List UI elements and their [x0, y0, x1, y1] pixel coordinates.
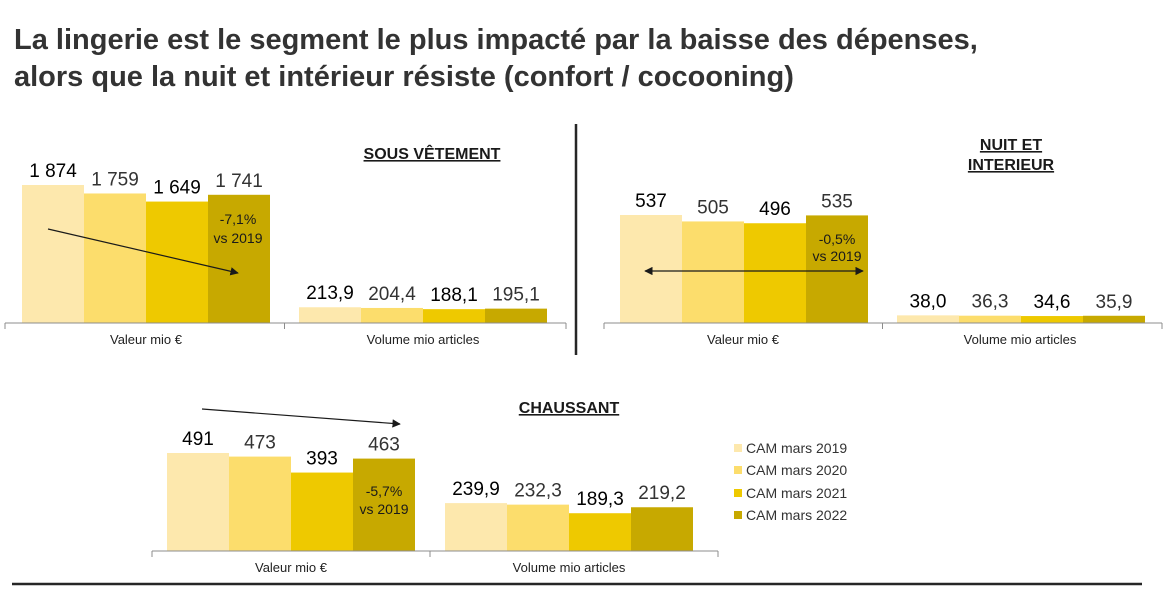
chaussant-trend-arrow: [201, 408, 401, 428]
chaussant-value-label-0-3: 463: [368, 435, 400, 456]
page-title: La lingerie est le segment le plus impac…: [14, 22, 1154, 96]
sous-vetement-category-label-1: Volume mio articles: [367, 332, 480, 347]
chaussant-bar-1-3: [631, 507, 693, 551]
chaussant-title: CHAUSSANT: [519, 400, 620, 417]
chaussant-bar-1-2: [569, 513, 631, 551]
legend-item-2020: CAM mars 2020: [734, 459, 847, 481]
nuit-interieur-bar-1-3: [1083, 315, 1145, 323]
chaussant-bar-1-1: [507, 504, 569, 551]
chaussant-bar-0-2: [291, 472, 353, 551]
nuit-interieur-title-line-1: NUIT ET: [980, 137, 1042, 154]
nuit-interieur-bar-0-2: [744, 223, 806, 323]
chaussant-annotation-pct: -5,7%: [366, 483, 403, 499]
nuit-interieur-category-label-0: Valeur mio €: [707, 332, 780, 347]
nuit-interieur-value-label-0-2: 496: [759, 199, 791, 220]
sous-vetement-title: SOUS VÊTEMENT: [364, 144, 501, 163]
sous-vetement-bar-0-3: [208, 194, 270, 323]
legend-label-2021: CAM mars 2021: [746, 484, 848, 501]
legend-label-2022: CAM mars 2022: [746, 507, 848, 524]
sous-vetement-value-label-1-3: 195,1: [492, 285, 540, 306]
chaussant-bar-0-3: [353, 458, 415, 551]
sous-vetement-bar-0-0: [22, 185, 84, 323]
sous-vetement-trend-arrow: [47, 228, 239, 276]
sous-vetement-value-label-0-3: 1 741: [215, 171, 263, 192]
legend-item-2022: CAM mars 2022: [734, 504, 847, 526]
sous-vetement-bar-0-1: [84, 193, 146, 323]
nuit-interieur-annotation-pct: -0,5%: [819, 231, 856, 247]
nuit-interieur-annotation-vs: vs 2019: [812, 248, 861, 264]
sous-vetement-annotation-vs: vs 2019: [213, 230, 262, 246]
nuit-interieur-value-label-1-1: 36,3: [972, 292, 1009, 313]
chaussant-category-label-1: Volume mio articles: [513, 560, 626, 575]
sous-vetement-value-label-0-0: 1 874: [29, 161, 77, 182]
legend-swatch-2020: [734, 466, 742, 475]
legend-swatch-2019: [734, 444, 742, 453]
sous-vetement-value-label-0-2: 1 649: [153, 178, 201, 199]
chaussant-value-label-0-1: 473: [244, 433, 276, 454]
nuit-interieur-value-label-0-0: 537: [635, 191, 667, 212]
chaussant-category-label-0: Valeur mio €: [255, 560, 328, 575]
nuit-interieur-category-label-1: Volume mio articles: [964, 332, 1077, 347]
legend-label-2019: CAM mars 2019: [746, 440, 848, 457]
sous-vetement-bar-0-2: [146, 201, 208, 323]
nuit-interieur-value-label-1-0: 38,0: [910, 291, 947, 312]
sous-vetement-bar-1-1: [361, 307, 423, 323]
sous-vetement-value-label-1-0: 213,9: [306, 283, 354, 304]
chaussant-value-label-0-2: 393: [306, 449, 338, 470]
legend-swatch-2022: [734, 511, 742, 520]
chaussant-value-label-1-2: 189,3: [576, 489, 624, 510]
sous-vetement-annotation-pct: -7,1%: [220, 211, 257, 227]
chaussant-annotation-vs: vs 2019: [359, 501, 408, 517]
sous-vetement-bar-1-2: [423, 309, 485, 323]
nuit-interieur-title-line-2: INTERIEUR: [968, 157, 1055, 174]
chaussant-value-label-1-1: 232,3: [514, 481, 562, 502]
legend-label-2020: CAM mars 2020: [746, 462, 848, 479]
legend-item-2019: CAM mars 2019: [734, 437, 847, 459]
nuit-interieur-bar-0-1: [682, 221, 744, 323]
sous-vetement-value-label-0-1: 1 759: [91, 169, 139, 190]
sous-vetement-bar-1-0: [299, 307, 361, 323]
nuit-interieur-bar-1-2: [1021, 316, 1083, 323]
nuit-interieur-bar-1-0: [897, 315, 959, 323]
nuit-interieur-value-label-0-1: 505: [697, 197, 729, 218]
legend-item-2021: CAM mars 2021: [734, 482, 847, 504]
legend-swatch-2021: [734, 488, 742, 497]
nuit-interieur-bar-0-0: [620, 215, 682, 323]
chaussant-bar-1-0: [445, 503, 507, 551]
sous-vetement-category-label-0: Valeur mio €: [110, 332, 183, 347]
chaussant-bar-0-0: [167, 453, 229, 551]
sous-vetement-value-label-1-2: 188,1: [430, 285, 478, 306]
sous-vetement-bar-1-3: [485, 308, 547, 323]
chaussant-value-label-1-3: 219,2: [638, 483, 686, 504]
nuit-interieur-value-label-1-3: 35,9: [1096, 292, 1133, 313]
page-title-line-2: alors que la nuit et intérieur résiste (…: [14, 61, 794, 93]
page-title-line-1: La lingerie est le segment le plus impac…: [14, 24, 978, 56]
chaussant-bar-0-1: [229, 456, 291, 551]
nuit-interieur-value-label-0-3: 535: [821, 191, 853, 212]
chaussant-value-label-1-0: 239,9: [452, 479, 500, 500]
chaussant-value-label-0-0: 491: [182, 429, 214, 450]
nuit-interieur-value-label-1-2: 34,6: [1034, 292, 1071, 313]
legend: CAM mars 2019 CAM mars 2020 CAM mars 202…: [734, 437, 847, 526]
sous-vetement-value-label-1-1: 204,4: [368, 284, 416, 305]
nuit-interieur-bar-1-1: [959, 315, 1021, 323]
